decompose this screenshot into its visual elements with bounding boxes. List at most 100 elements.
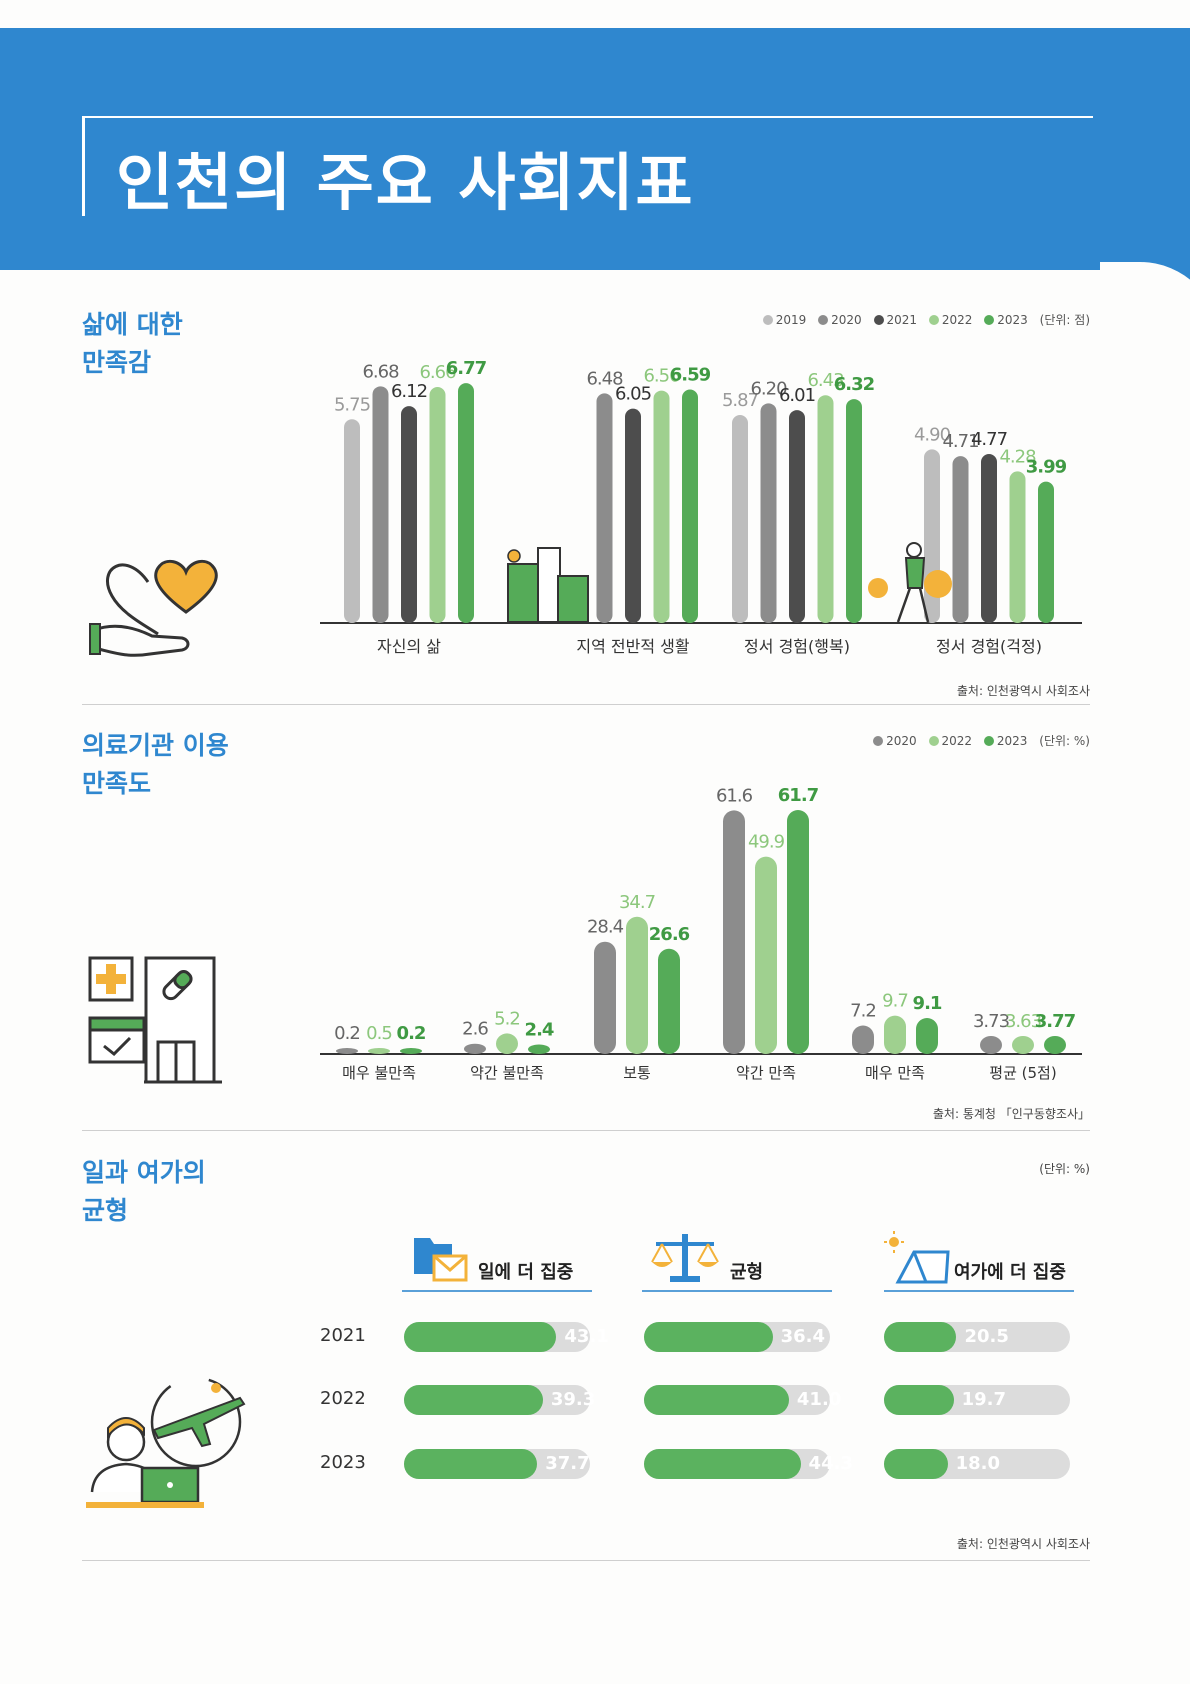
bar xyxy=(372,386,389,623)
section-title-life: 삶에 대한 만족감 xyxy=(82,306,183,382)
legend-item: 2019 xyxy=(762,313,806,327)
source-medical: 출처: 통계청 「인구동향조사」 xyxy=(932,1107,1090,1121)
column-label: 여가에 더 집중 xyxy=(954,1262,1066,1283)
bar xyxy=(653,390,670,623)
legend-dot xyxy=(984,315,995,325)
bar xyxy=(884,1322,957,1352)
bar-track: 41.0 xyxy=(644,1385,841,1415)
hospital-icon xyxy=(88,956,222,1084)
header-banner xyxy=(0,28,1190,270)
bar-track: 19.7 xyxy=(884,1385,1070,1415)
data-label: 6.56 xyxy=(643,366,680,387)
data-label: 6.66 xyxy=(419,362,456,383)
tent-sun-icon xyxy=(884,1231,950,1284)
bar xyxy=(884,1015,906,1054)
legend-dot xyxy=(873,736,884,746)
category-label: 매우 만족 xyxy=(865,1064,925,1082)
legend-item: 2020 xyxy=(873,734,917,748)
bar xyxy=(464,1043,486,1054)
bar xyxy=(404,1322,557,1352)
data-label: 61.6 xyxy=(716,785,753,806)
section-title-line: 균형 xyxy=(82,1196,129,1225)
legend-dot xyxy=(873,315,884,325)
column-header-balance: 균형 xyxy=(642,1230,832,1292)
data-label: 0.2 xyxy=(334,1023,360,1044)
city-icon xyxy=(507,547,589,623)
bar xyxy=(952,456,969,623)
bar xyxy=(644,1385,789,1415)
bar xyxy=(368,1048,390,1054)
legend-dot xyxy=(983,736,994,746)
bar xyxy=(401,406,417,623)
data-label: 3.73 xyxy=(973,1011,1010,1032)
data-label: 4.28 xyxy=(999,446,1036,467)
data-label: 37.7 xyxy=(545,1453,590,1474)
data-label: 0.2 xyxy=(397,1023,426,1044)
data-label: 6.77 xyxy=(446,360,487,379)
bar xyxy=(787,810,809,1054)
data-label: 6.48 xyxy=(586,368,623,389)
title-frame xyxy=(82,116,1093,216)
bar xyxy=(404,1449,538,1479)
bar-track: 18.0 xyxy=(884,1449,1070,1479)
bar-track: 43.1 xyxy=(404,1322,609,1352)
data-label: 6.05 xyxy=(615,384,651,405)
bar xyxy=(980,1036,1002,1054)
bar xyxy=(846,399,862,623)
legend-item: 2022 xyxy=(928,734,972,748)
data-label: 6.20 xyxy=(750,378,787,399)
bar xyxy=(344,419,360,623)
legend-life: 2019 2020 2021 2022 2023 (단위: 점) xyxy=(755,311,1090,328)
section-title-line: 의료기관 이용 xyxy=(82,731,229,760)
header-curve xyxy=(1100,262,1190,342)
year-label: 2023 xyxy=(320,1452,366,1473)
category-label: 약간 만족 xyxy=(736,1064,796,1082)
data-label: 36.4 xyxy=(780,1326,826,1347)
section-title-line: 삶에 대한 xyxy=(82,310,183,339)
data-label: 4.71 xyxy=(942,431,978,452)
data-label: 9.7 xyxy=(882,991,908,1012)
bar xyxy=(400,1048,422,1054)
data-label: 26.6 xyxy=(649,924,690,945)
bar-track: 44.3 xyxy=(644,1449,853,1479)
year-label: 2021 xyxy=(320,1325,366,1346)
bar xyxy=(1012,1036,1034,1054)
category-label: 정서 경험(걱정) xyxy=(936,637,1042,656)
bar xyxy=(884,1385,954,1415)
data-label: 6.32 xyxy=(834,374,874,395)
category-label: 자신의 삶 xyxy=(377,637,441,656)
legend-label: 2020 xyxy=(831,313,862,327)
bar xyxy=(496,1033,518,1054)
bar xyxy=(596,393,613,623)
bar-track: 37.7 xyxy=(404,1449,590,1479)
data-label: 6.01 xyxy=(779,385,815,406)
divider xyxy=(82,704,1090,705)
bar xyxy=(916,1018,938,1054)
data-label: 5.75 xyxy=(334,394,370,415)
walking-person-icon xyxy=(868,542,952,623)
legend-dot xyxy=(928,315,939,325)
section-title-worklife: 일과 여가의 균형 xyxy=(82,1154,206,1230)
data-label: 19.7 xyxy=(961,1389,1007,1410)
data-label: 6.68 xyxy=(362,361,399,382)
bar xyxy=(682,389,698,623)
data-label: 5.2 xyxy=(494,1008,520,1029)
data-label: 41.0 xyxy=(796,1389,842,1410)
bar xyxy=(1009,471,1026,623)
bar xyxy=(852,1025,874,1054)
bar xyxy=(404,1385,543,1415)
legend-label: 2020 xyxy=(886,734,917,748)
category-label: 매우 불만족 xyxy=(342,1064,416,1082)
legend-dot xyxy=(928,736,939,746)
data-label: 18.0 xyxy=(955,1453,1001,1474)
section-title-line: 만족감 xyxy=(82,348,152,377)
page-title: 인천의 주요 사회지표 xyxy=(116,146,695,219)
legend-item: 2023 xyxy=(983,734,1027,748)
bar xyxy=(658,948,680,1054)
category-label: 평균 (5점) xyxy=(989,1064,1056,1082)
bar-track: 20.5 xyxy=(884,1322,1070,1352)
scale-icon xyxy=(651,1234,719,1282)
data-label: 49.9 xyxy=(748,832,785,853)
category-label: 정서 경험(행복) xyxy=(744,637,850,656)
data-label: 44.3 xyxy=(808,1453,853,1474)
